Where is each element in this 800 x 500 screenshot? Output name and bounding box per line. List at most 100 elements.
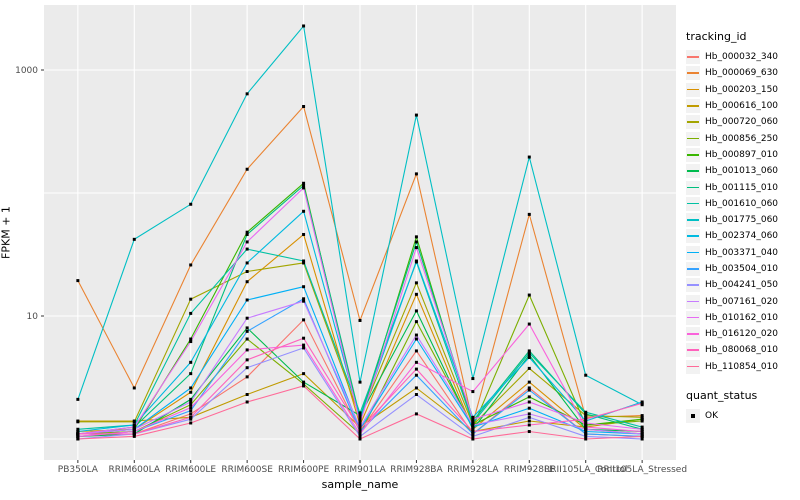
quant-ok-point: [302, 285, 306, 289]
quant-ok-point: [245, 261, 249, 265]
legend-label: Hb_110854_010: [705, 361, 779, 372]
legend-item: Hb_000032_340: [686, 49, 798, 65]
quant-ok-point: [189, 390, 193, 394]
legend-label: Hb_001775_060: [705, 215, 779, 226]
quant-ok-point: [189, 372, 193, 376]
quant-ok-key-icon: [686, 409, 700, 424]
legend-item: Hb_000720_060: [686, 114, 798, 130]
quant-ok-point: [584, 432, 588, 436]
series-color-line-icon: [687, 153, 699, 156]
quant-ok-point: [527, 322, 531, 326]
x-tick-label: RRII105LA_Control: [544, 465, 627, 475]
series-color-line-icon: [687, 170, 699, 172]
quant-ok-point: [527, 388, 531, 392]
legend-label: Hb_003504_010: [705, 264, 779, 274]
x-tick-label: RRII105LA_Stressed: [597, 465, 687, 475]
series-color-line-icon: [687, 365, 699, 368]
quant-ok-point: [471, 432, 475, 436]
legend-key-icon: [686, 262, 700, 276]
quant-ok-point: [76, 437, 80, 441]
series-color-line-icon: [687, 300, 699, 303]
black-square-point-icon: [691, 414, 695, 419]
legend-item: Hb_001115_010: [686, 179, 798, 195]
x-tick-label: RRIM600LA: [109, 465, 161, 475]
series-color-line-icon: [687, 349, 699, 352]
legend-label: Hb_000616_100: [705, 101, 779, 112]
quant-ok-point: [76, 434, 80, 438]
legend: tracking_id Hb_000032_340 Hb_000069_630 Hb…: [686, 30, 798, 424]
quant-ok-point: [302, 384, 306, 388]
quant-ok-point: [245, 337, 249, 341]
legend-label: Hb_003371_040: [705, 247, 779, 258]
legend-item: Hb_016120_020: [686, 326, 798, 342]
quant-ok-point: [302, 318, 306, 322]
quant-ok-point: [358, 318, 362, 322]
quant-ok-point: [527, 395, 531, 399]
quant-ok-point: [302, 184, 306, 188]
quant-ok-point: [584, 419, 588, 423]
x-axis-title: sample_name: [321, 478, 399, 491]
quant-ok-point: [189, 397, 193, 401]
quant-ok-point: [358, 415, 362, 419]
legend-label: Hb_001115_010: [705, 182, 779, 193]
quant-ok-point: [527, 366, 531, 370]
quant-ok-point: [414, 320, 418, 324]
series-color-line-icon: [687, 251, 699, 254]
legend-item: Hb_002374_060: [686, 228, 798, 244]
quant-ok-point: [471, 417, 475, 421]
quant-ok-point: [640, 417, 644, 421]
legend-label: Hb_007161_020: [705, 296, 779, 307]
quant-ok-point: [527, 355, 531, 359]
legend-key-icon: [686, 294, 700, 309]
quant-ok-point: [527, 353, 531, 357]
legend-label: Hb_001013_060: [705, 166, 779, 177]
quant-ok-point: [527, 155, 531, 159]
x-tick-label: RRIM600PE: [278, 465, 330, 475]
quant-ok-point: [414, 292, 418, 296]
legend-key-icon: [686, 66, 700, 81]
legend-key-icon: [686, 278, 700, 293]
quant-ok-point: [584, 423, 588, 427]
x-tick-label: RRIM901LA: [334, 465, 386, 475]
quant-ok-point: [414, 246, 418, 250]
legend-item: Hb_000897_010: [686, 147, 798, 163]
quant-ok-point: [302, 104, 306, 108]
legend-key-icon: [686, 99, 700, 114]
quant-ok-point: [584, 421, 588, 425]
series-color-line-icon: [687, 105, 699, 107]
axis-ticks: [41, 69, 643, 463]
quant-ok-point: [527, 349, 531, 353]
quant-ok-point: [302, 261, 306, 265]
quant-ok-point: [189, 421, 193, 425]
quant-ok-point: [414, 333, 418, 337]
quant-ok-point: [189, 409, 193, 413]
quant-ok-point: [132, 423, 136, 427]
series-color-line-icon: [687, 268, 699, 270]
legend-key-icon: [686, 245, 700, 260]
legend-item: Hb_000856_250: [686, 130, 798, 146]
quant-ok-point: [584, 412, 588, 416]
quant-ok-point: [471, 430, 475, 434]
quant-ok-point: [132, 425, 136, 429]
quant-ok-point: [414, 360, 418, 364]
quant-ok-point: [584, 414, 588, 418]
quant-ok-point: [245, 230, 249, 234]
legend-label: Hb_010162_010: [705, 312, 779, 323]
quant-ok-point: [358, 417, 362, 421]
quant-ok-point: [245, 298, 249, 302]
quant-ok-point: [189, 386, 193, 390]
quant-ok-point: [302, 380, 306, 384]
legend-label: Hb_000203_150: [705, 84, 779, 95]
legend-key-icon: [686, 213, 700, 228]
quant-ok-point: [189, 337, 193, 341]
y-tick-label: 10: [27, 312, 39, 322]
quant-ok-point: [358, 427, 362, 431]
quant-ok-point: [414, 367, 418, 371]
quant-ok-point: [76, 427, 80, 431]
legend-items: Hb_000032_340 Hb_000069_630 Hb_000203_150 H…: [686, 49, 798, 375]
quant-ok-point: [189, 403, 193, 407]
quant-ok-point: [245, 316, 249, 320]
legend-key-icon: [686, 164, 700, 179]
quant-ok-point: [640, 437, 644, 441]
